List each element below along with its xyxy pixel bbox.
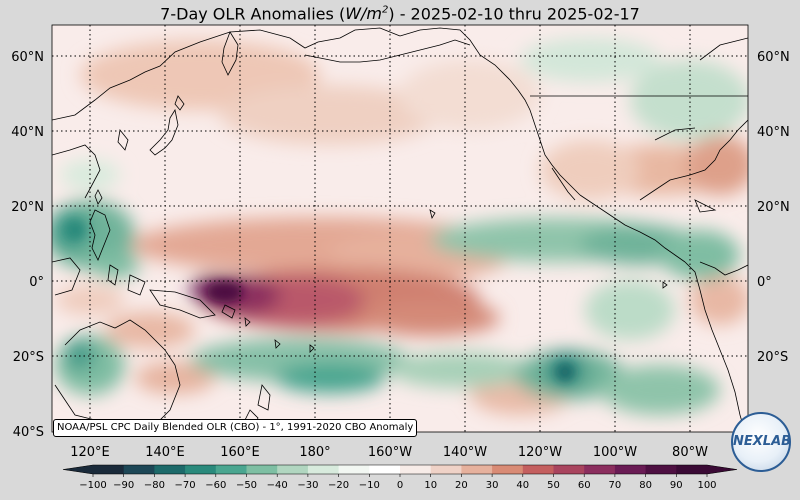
lat-label: 20°S — [757, 350, 788, 365]
lon-label: 120°W — [518, 445, 562, 460]
colorbar-extend-low — [63, 465, 93, 474]
longitude-labels: 120°E 140°E 160°E 180° 160°W 140°W 120°W… — [70, 445, 708, 460]
colorbar-segment — [338, 465, 370, 474]
colorbar-tick-label: 100 — [697, 480, 716, 491]
colorbar-segment — [584, 465, 616, 474]
colorbar-segment — [492, 465, 524, 474]
chart-title: 7-Day OLR Anomalies (W/m2) - 2025-02-10 … — [0, 0, 800, 24]
coastlines — [52, 27, 748, 432]
colorbar-segment — [154, 465, 186, 474]
colorbar-segment — [369, 465, 401, 474]
colorbar-tick-label: 50 — [547, 480, 560, 491]
colorbar-segment — [123, 465, 155, 474]
colorbar-segment — [307, 465, 340, 474]
colorbar-tick-label: 0 — [397, 480, 403, 491]
colorbar-tick-label: −50 — [236, 480, 257, 491]
lat-label: 20°S — [13, 350, 44, 365]
colorbar: −100 −90 −80 −70 −60 −50 −40 −30 −20 −10 0 10 20 30 40… — [62, 464, 738, 491]
colorbar-tick-label: −10 — [359, 480, 380, 491]
colorbar-tick-label: −30 — [297, 480, 318, 491]
nexlab-globe-logo: NEXLAB — [731, 412, 791, 472]
colorbar-segment — [277, 465, 309, 474]
lon-label: 180° — [299, 445, 330, 460]
colorbar-tick-label: 60 — [578, 480, 591, 491]
colorbar-segment — [614, 465, 647, 474]
colorbar-segment — [645, 465, 677, 474]
title-prefix: 7-Day OLR Anomalies ( — [160, 4, 346, 24]
lat-label: 60°N — [757, 50, 790, 65]
colorbar-tick-label: −100 — [79, 480, 106, 491]
logo-text: NEXLAB — [733, 434, 792, 449]
colorbar-segment — [461, 465, 493, 474]
colorbar-tick-label: 90 — [670, 480, 683, 491]
title-unit: W/m — [345, 4, 382, 24]
source-note: NOAA/PSL CPC Daily Blended OLR (CBO) - 1… — [53, 419, 418, 437]
colorbar-tick-label: −90 — [113, 480, 134, 491]
colorbar-segment — [522, 465, 554, 474]
colorbar-segment — [553, 465, 585, 474]
colorbar-tick-label: 10 — [424, 480, 437, 491]
colorbar-segment — [400, 465, 432, 474]
colorbar-tick-label: 40 — [516, 480, 529, 491]
colorbar-tick-label: −60 — [205, 480, 226, 491]
colorbar-tick-label: 30 — [486, 480, 499, 491]
colorbar-segment — [430, 465, 462, 474]
colorbar-extend-high — [707, 465, 737, 474]
lat-label: 60°N — [11, 50, 44, 65]
title-unit-exponent: 2 — [381, 5, 389, 16]
lon-label: 120°E — [70, 445, 110, 460]
lat-label: 40°S — [13, 425, 44, 440]
lon-label: 100°W — [593, 445, 637, 460]
lon-label: 160°E — [220, 445, 260, 460]
lon-label: 160°W — [368, 445, 412, 460]
colorbar-tick-label: −20 — [328, 480, 349, 491]
colorbar-tick-label: 20 — [455, 480, 468, 491]
colorbar-segment — [676, 465, 708, 474]
lon-label: 80°W — [672, 445, 708, 460]
lat-label: 40°N — [11, 125, 44, 140]
latitude-labels-left: 60°N 40°N 20°N 0° 20°S 40°S — [11, 50, 44, 440]
latitude-labels-right: 60°N 40°N 20°N 0° 20°S — [757, 50, 790, 365]
title-suffix: ) - 2025-02-10 thru 2025-02-17 — [388, 4, 640, 24]
lat-label: 0° — [757, 275, 772, 290]
graticule — [52, 25, 748, 432]
colorbar-segment — [185, 465, 217, 474]
lat-label: 0° — [29, 275, 44, 290]
anomaly-field — [52, 25, 748, 432]
lon-label: 140°W — [443, 445, 487, 460]
colorbar-segment — [246, 465, 278, 474]
colorbar-tick-label: 70 — [609, 480, 622, 491]
colorbar-segment — [215, 465, 247, 474]
colorbar-tick-label: 80 — [639, 480, 652, 491]
lon-label: 140°E — [145, 445, 185, 460]
colorbar-tick-label: −40 — [267, 480, 288, 491]
lat-label: 20°N — [757, 200, 790, 215]
colorbar-tick-label: −70 — [175, 480, 196, 491]
colorbar-segment — [93, 465, 125, 474]
colorbar-tick-label: −80 — [144, 480, 165, 491]
lat-label: 20°N — [11, 200, 44, 215]
lat-label: 40°N — [757, 125, 790, 140]
